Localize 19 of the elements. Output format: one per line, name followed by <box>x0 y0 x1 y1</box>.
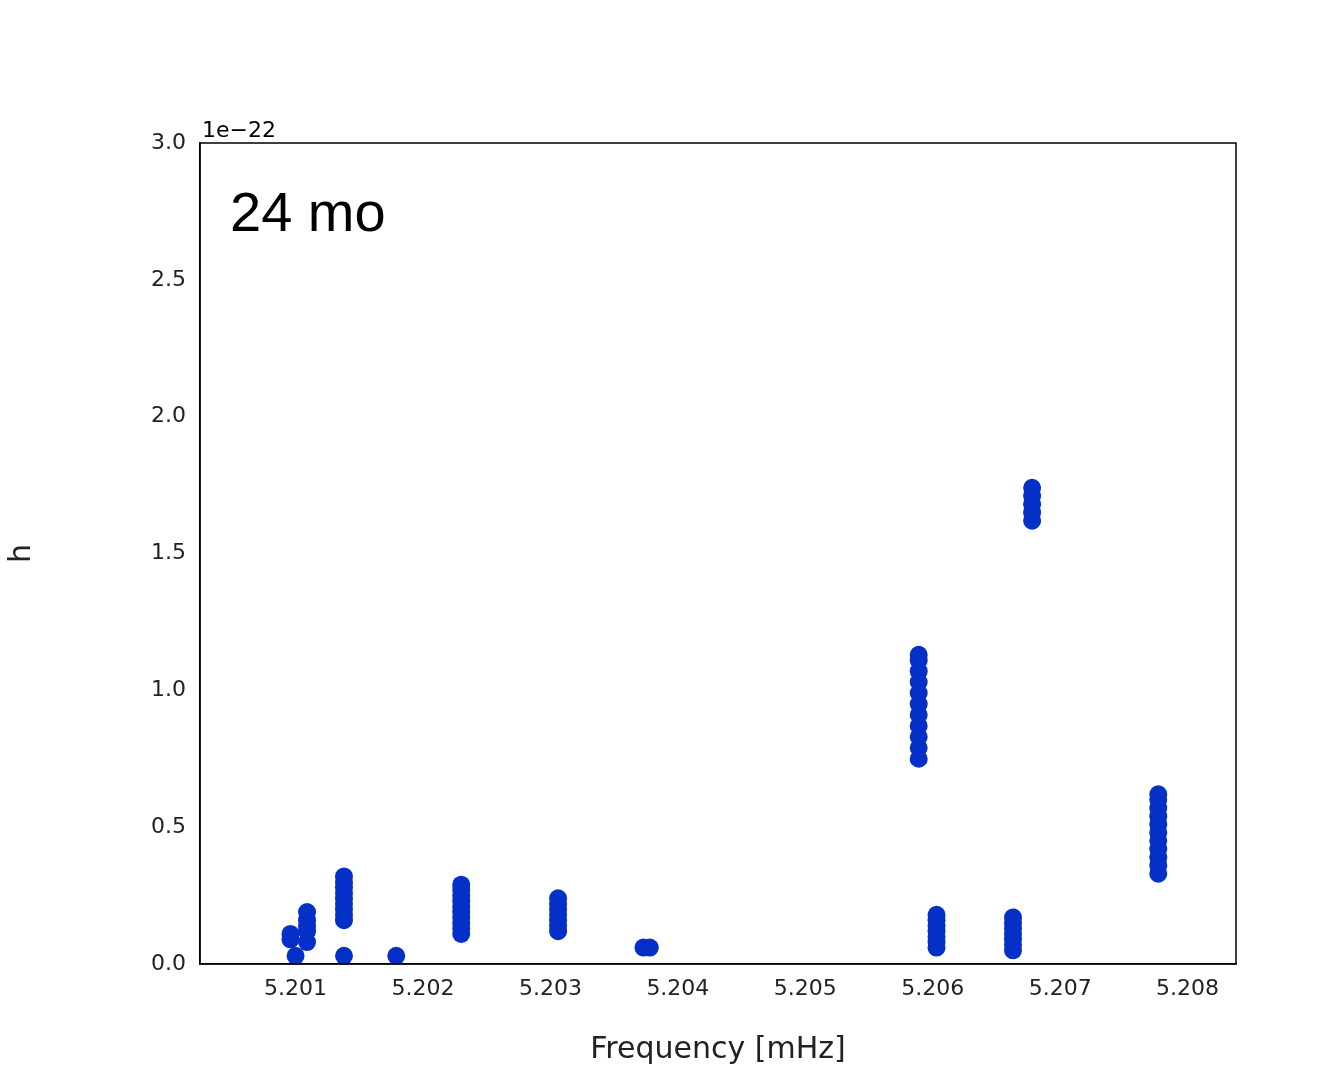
x-tick-label: 5.204 <box>646 974 710 1000</box>
y-axis-title: h <box>1 543 37 564</box>
x-tick-label: 5.201 <box>264 974 328 1000</box>
y-tick-label: 0.0 <box>151 949 186 975</box>
annotation: 24 mo <box>230 180 386 243</box>
y-tick-label: 2.0 <box>151 402 186 428</box>
x-axis-title: Frequency [mHz] <box>590 1029 846 1065</box>
y-tick-label: 0.5 <box>151 812 186 838</box>
annotation: 1e−22 <box>202 117 276 142</box>
x-tick-label: 5.203 <box>518 974 582 1000</box>
x-tick-label: 5.207 <box>1028 974 1092 1000</box>
y-tick-label: 1.0 <box>151 676 186 702</box>
x-tick-label: 5.206 <box>901 974 965 1000</box>
x-tick-label: 5.202 <box>391 974 455 1000</box>
x-tick-label: 5.205 <box>773 974 837 1000</box>
x-tick-label: 5.208 <box>1156 974 1220 1000</box>
y-tick-label: 3.0 <box>151 128 186 154</box>
y-tick-label: 1.5 <box>151 539 186 565</box>
y-tick-label: 2.5 <box>151 265 186 291</box>
